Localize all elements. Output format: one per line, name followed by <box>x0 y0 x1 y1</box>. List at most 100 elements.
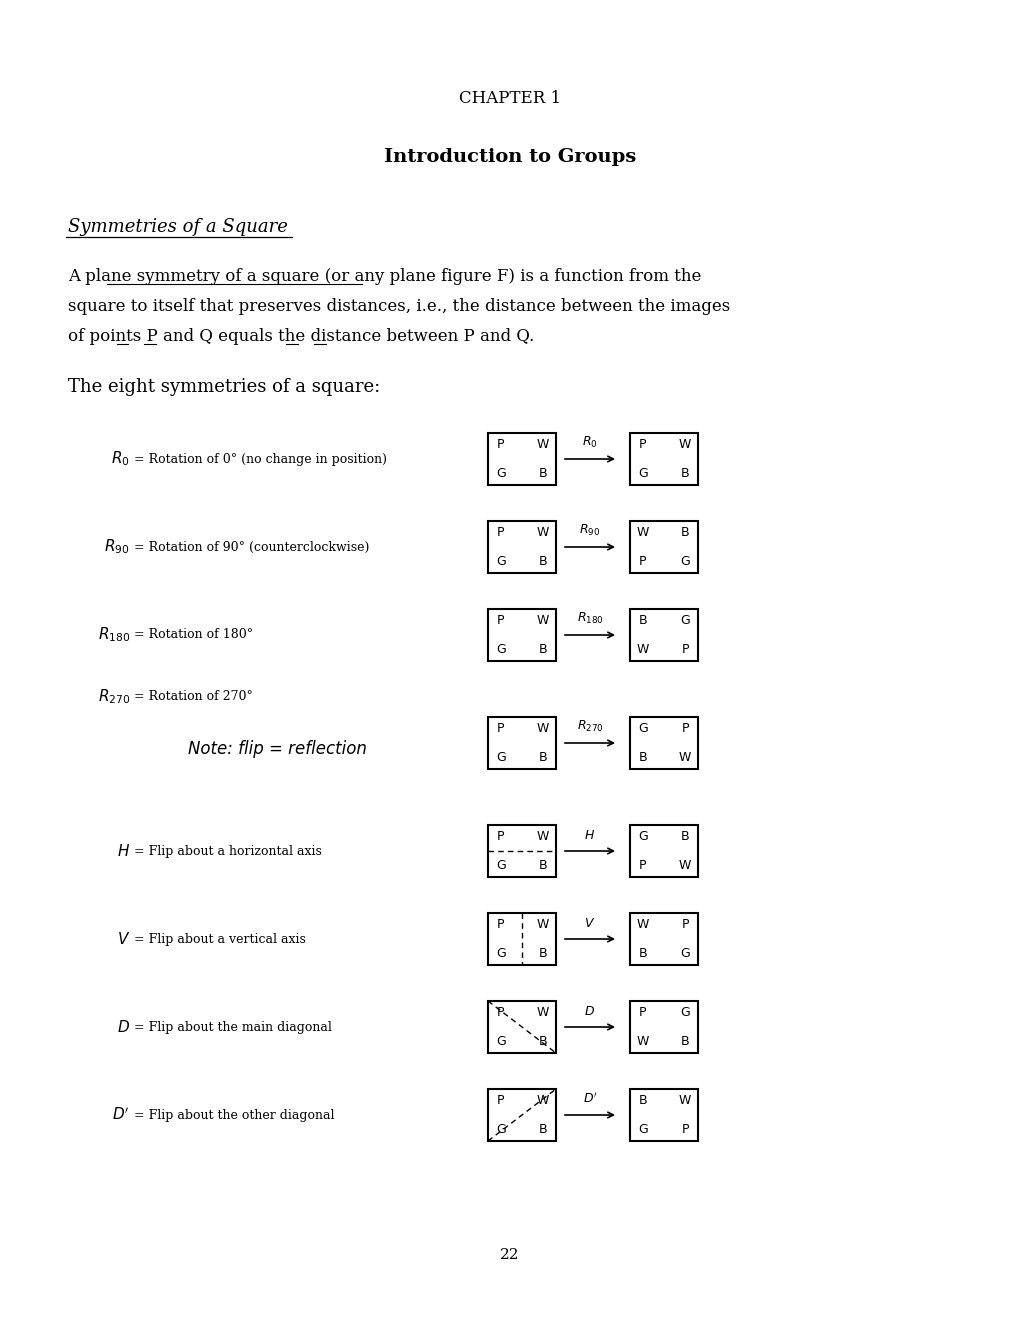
Text: G: G <box>680 1006 689 1019</box>
Text: P: P <box>496 722 504 735</box>
Text: G: G <box>680 554 689 568</box>
Text: $V$: $V$ <box>116 931 129 946</box>
Text: W: W <box>536 614 548 627</box>
Bar <box>487 825 555 876</box>
Text: = Rotation of 0° (no change in position): = Rotation of 0° (no change in position) <box>133 453 386 466</box>
Text: G: G <box>495 467 505 479</box>
Text: W: W <box>636 643 648 656</box>
Bar <box>487 609 555 661</box>
Text: B: B <box>638 614 647 627</box>
Text: $R_{270}$: $R_{270}$ <box>98 688 129 706</box>
Text: = Flip about the main diagonal: = Flip about the main diagonal <box>133 1020 331 1034</box>
Text: W: W <box>536 527 548 539</box>
Text: B: B <box>680 830 689 843</box>
Text: P: P <box>496 1006 504 1019</box>
Text: P: P <box>496 438 504 451</box>
Text: B: B <box>538 859 547 871</box>
Text: B: B <box>538 554 547 568</box>
Text: Note: flip = reflection: Note: flip = reflection <box>187 741 367 758</box>
Bar <box>630 1089 697 1140</box>
Text: $D'$: $D'$ <box>582 1092 597 1106</box>
Text: = Flip about a horizontal axis: = Flip about a horizontal axis <box>133 845 322 858</box>
Text: G: G <box>495 751 505 764</box>
Text: $R_{270}$: $R_{270}$ <box>576 719 603 734</box>
Text: $H$: $H$ <box>584 829 595 842</box>
Text: = Rotation of 180°: = Rotation of 180° <box>133 628 253 642</box>
Text: P: P <box>639 554 646 568</box>
Text: G: G <box>680 614 689 627</box>
Text: B: B <box>680 1035 689 1048</box>
Text: B: B <box>538 643 547 656</box>
Text: W: W <box>536 830 548 843</box>
Text: P: P <box>639 438 646 451</box>
Bar <box>630 433 697 484</box>
Text: P: P <box>681 722 688 735</box>
Bar <box>487 433 555 484</box>
Text: P: P <box>681 1123 688 1135</box>
Text: B: B <box>538 1035 547 1048</box>
Bar <box>630 1001 697 1053</box>
Text: $R_{90}$: $R_{90}$ <box>579 523 600 539</box>
Text: G: G <box>638 830 647 843</box>
Text: = Rotation of 90° (counterclockwise): = Rotation of 90° (counterclockwise) <box>133 540 369 553</box>
Text: P: P <box>681 643 688 656</box>
Text: $V$: $V$ <box>584 917 595 931</box>
Text: B: B <box>638 946 647 960</box>
Text: G: G <box>638 467 647 479</box>
Text: B: B <box>638 1094 647 1107</box>
Text: G: G <box>495 859 505 871</box>
Text: W: W <box>679 1094 691 1107</box>
Text: $R_{180}$: $R_{180}$ <box>576 611 603 626</box>
Bar <box>630 717 697 770</box>
Text: B: B <box>538 751 547 764</box>
Text: B: B <box>680 527 689 539</box>
Text: B: B <box>538 1123 547 1135</box>
Text: B: B <box>638 751 647 764</box>
Bar <box>630 521 697 573</box>
Text: $R_0$: $R_0$ <box>582 434 597 450</box>
Text: W: W <box>636 527 648 539</box>
Text: B: B <box>538 467 547 479</box>
Text: W: W <box>536 1006 548 1019</box>
Text: Symmetries of a Square: Symmetries of a Square <box>68 218 287 236</box>
Text: P: P <box>639 1006 646 1019</box>
Bar <box>630 609 697 661</box>
Text: P: P <box>681 919 688 931</box>
Text: = Flip about a vertical axis: = Flip about a vertical axis <box>133 932 306 945</box>
Text: W: W <box>536 722 548 735</box>
Text: W: W <box>679 438 691 451</box>
Text: B: B <box>680 467 689 479</box>
Text: = Flip about the other diagonal: = Flip about the other diagonal <box>133 1109 334 1122</box>
Bar <box>630 913 697 965</box>
Text: W: W <box>536 1094 548 1107</box>
Text: $H$: $H$ <box>117 843 129 859</box>
Text: $R_0$: $R_0$ <box>111 450 129 469</box>
Bar <box>487 1001 555 1053</box>
Text: G: G <box>495 1123 505 1135</box>
Text: W: W <box>636 1035 648 1048</box>
Text: square to itself that preserves distances, i.e., the distance between the images: square to itself that preserves distance… <box>68 298 730 315</box>
Text: P: P <box>639 859 646 871</box>
Text: G: G <box>495 1035 505 1048</box>
Text: W: W <box>636 919 648 931</box>
Text: G: G <box>638 1123 647 1135</box>
Text: $D$: $D$ <box>584 1005 595 1018</box>
Text: P: P <box>496 527 504 539</box>
Text: = Rotation of 270°: = Rotation of 270° <box>133 690 253 704</box>
Bar <box>487 1089 555 1140</box>
Bar <box>630 825 697 876</box>
Text: of points P and Q equals the distance between P and Q.: of points P and Q equals the distance be… <box>68 327 534 345</box>
Text: P: P <box>496 1094 504 1107</box>
Bar <box>487 521 555 573</box>
Text: B: B <box>538 946 547 960</box>
Text: G: G <box>638 722 647 735</box>
Text: $R_{180}$: $R_{180}$ <box>98 626 129 644</box>
Text: W: W <box>536 919 548 931</box>
Bar <box>487 913 555 965</box>
Text: W: W <box>679 859 691 871</box>
Text: $D'$: $D'$ <box>112 1106 129 1123</box>
Text: W: W <box>536 438 548 451</box>
Text: $R_{90}$: $R_{90}$ <box>104 537 129 556</box>
Text: P: P <box>496 919 504 931</box>
Text: G: G <box>680 946 689 960</box>
